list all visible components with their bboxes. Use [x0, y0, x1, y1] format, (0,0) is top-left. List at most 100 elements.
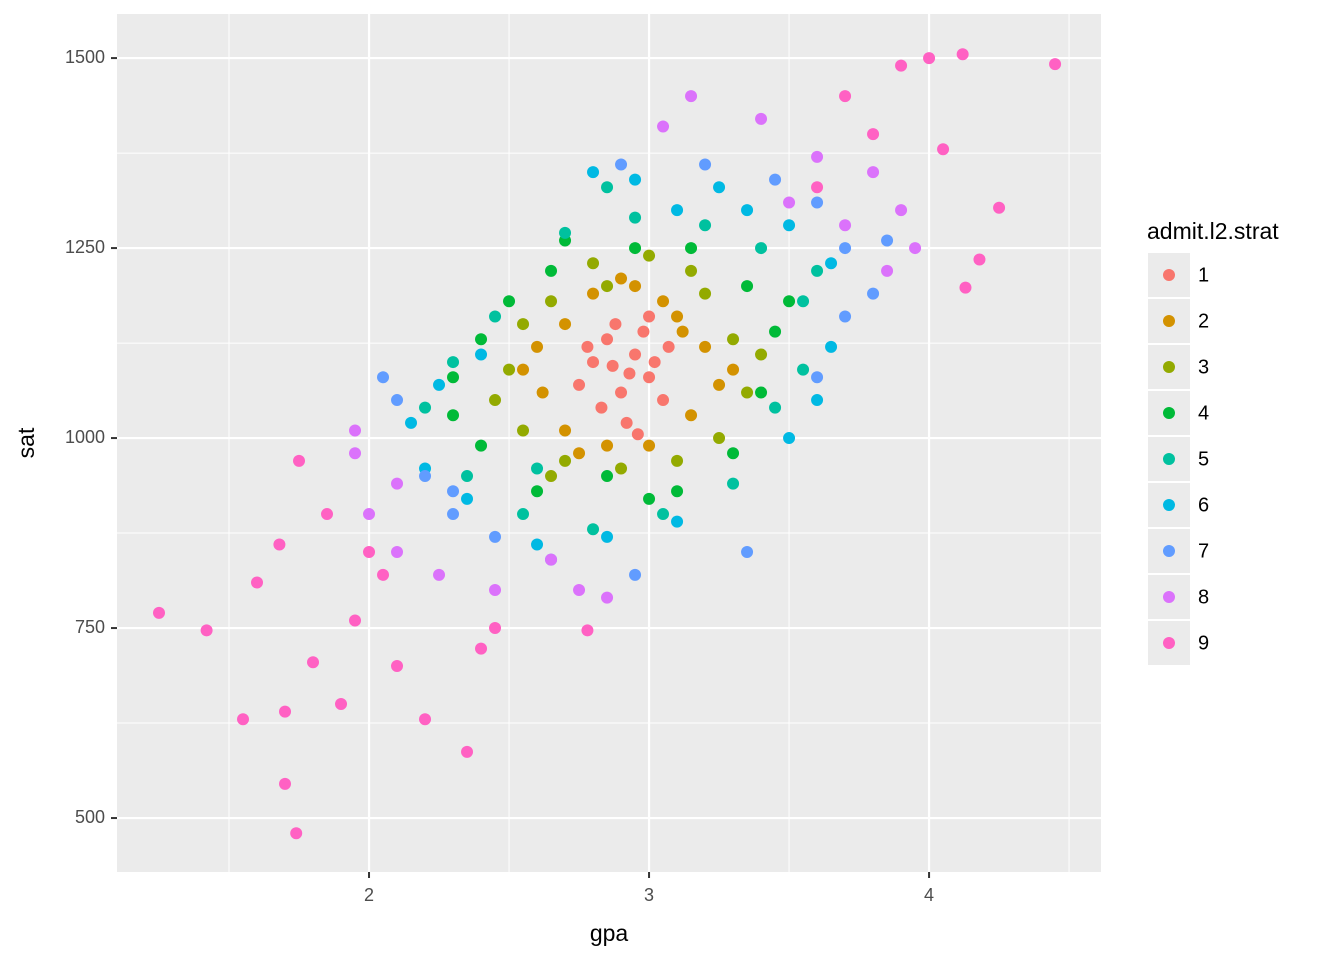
- point: [251, 576, 264, 589]
- point: [559, 226, 572, 239]
- point: [956, 48, 969, 61]
- point: [797, 363, 810, 376]
- y-tick-label: 1000: [65, 427, 105, 447]
- point: [881, 264, 894, 277]
- point: [615, 272, 628, 285]
- legend-marker: [1163, 407, 1175, 419]
- point: [279, 777, 292, 790]
- point: [447, 508, 460, 521]
- point: [629, 568, 642, 581]
- point: [581, 340, 594, 353]
- point: [559, 318, 572, 331]
- point: [839, 219, 852, 232]
- point: [867, 287, 880, 300]
- legend-label: 1: [1198, 264, 1209, 286]
- point: [545, 470, 558, 483]
- point: [615, 386, 628, 399]
- point: [755, 348, 768, 361]
- point: [867, 166, 880, 179]
- point: [727, 333, 740, 346]
- legend-label: 2: [1198, 310, 1209, 332]
- point: [629, 242, 642, 255]
- point: [601, 591, 614, 604]
- point: [867, 128, 880, 141]
- point: [447, 409, 460, 422]
- point: [643, 492, 656, 505]
- legend-label: 4: [1198, 402, 1209, 424]
- y-tick-label: 750: [75, 617, 105, 637]
- point: [545, 264, 558, 277]
- point: [447, 356, 460, 369]
- point: [713, 432, 726, 445]
- point: [895, 204, 908, 217]
- point: [937, 143, 950, 156]
- legend-marker: [1163, 453, 1175, 465]
- point: [595, 401, 608, 414]
- point: [237, 713, 250, 726]
- point: [461, 470, 474, 483]
- point: [811, 196, 824, 209]
- point: [606, 359, 619, 372]
- legend-marker: [1163, 269, 1175, 281]
- point: [573, 378, 586, 391]
- point: [601, 181, 614, 194]
- point: [657, 295, 670, 308]
- point: [531, 538, 544, 551]
- x-tick-label: 4: [924, 885, 934, 905]
- legend-label: 3: [1198, 356, 1209, 378]
- point: [629, 211, 642, 224]
- point: [391, 394, 404, 407]
- point: [797, 295, 810, 308]
- point: [769, 325, 782, 338]
- point: [489, 394, 502, 407]
- point: [657, 508, 670, 521]
- legend-label: 7: [1198, 540, 1209, 562]
- point: [671, 515, 684, 528]
- legend-marker: [1163, 361, 1175, 373]
- legend-title: admit.l2.strat: [1147, 218, 1279, 244]
- point: [657, 394, 670, 407]
- point: [433, 568, 446, 581]
- point: [475, 439, 488, 452]
- point: [601, 470, 614, 483]
- point: [685, 409, 698, 422]
- point: [545, 295, 558, 308]
- point: [405, 416, 418, 429]
- point: [489, 310, 502, 323]
- point: [517, 363, 530, 376]
- point: [573, 584, 586, 597]
- point: [811, 394, 824, 407]
- point: [489, 584, 502, 597]
- point: [685, 90, 698, 103]
- point: [783, 295, 796, 308]
- point: [643, 310, 656, 323]
- point: [671, 310, 684, 323]
- point: [713, 378, 726, 391]
- point: [601, 530, 614, 543]
- point: [461, 745, 474, 758]
- point: [741, 546, 754, 559]
- point: [536, 386, 549, 399]
- point: [741, 386, 754, 399]
- legend-marker: [1163, 499, 1175, 511]
- x-tick-label: 2: [364, 885, 374, 905]
- point: [643, 249, 656, 262]
- point: [609, 318, 622, 331]
- point: [811, 371, 824, 384]
- point: [959, 281, 972, 294]
- point: [581, 624, 594, 637]
- point: [769, 173, 782, 186]
- point: [699, 340, 712, 353]
- point: [629, 348, 642, 361]
- y-tick-label: 1500: [65, 47, 105, 67]
- point: [531, 340, 544, 353]
- point: [503, 363, 516, 376]
- point: [363, 508, 376, 521]
- point: [615, 462, 628, 475]
- point: [620, 416, 633, 429]
- point: [293, 454, 306, 467]
- point: [321, 508, 334, 521]
- point: [923, 52, 936, 65]
- y-tick-label: 1250: [65, 237, 105, 257]
